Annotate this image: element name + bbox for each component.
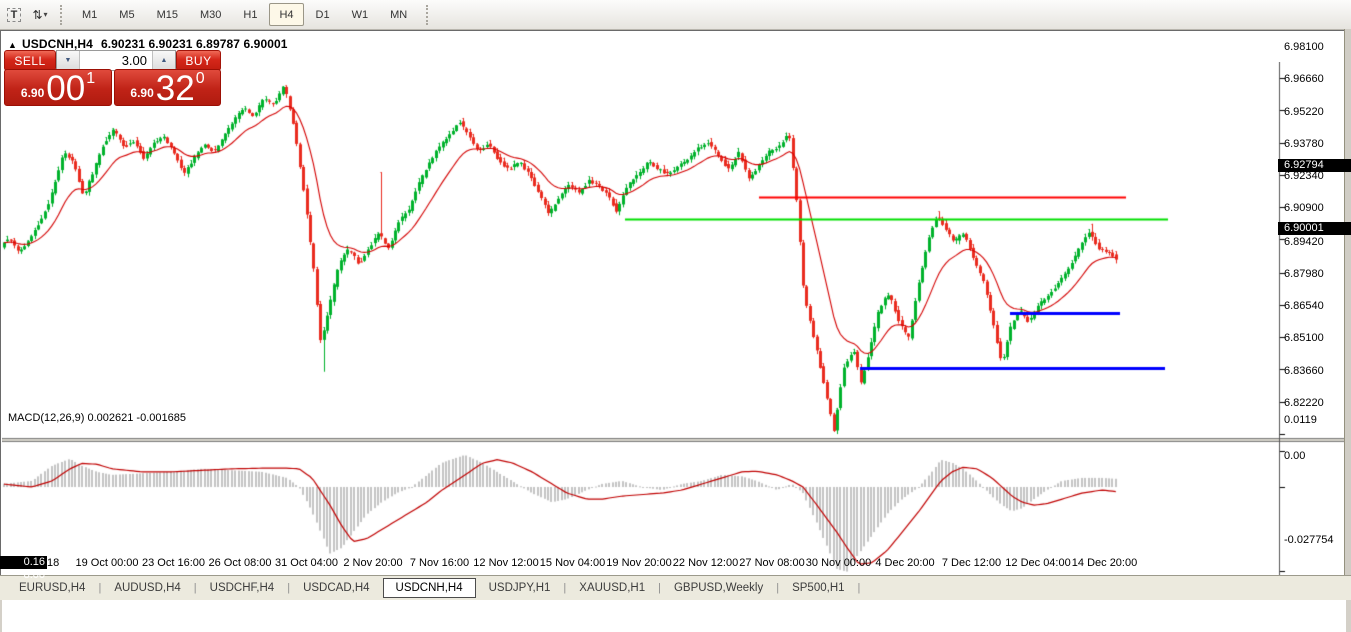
macd-indicator-label: MACD(12,26,9) 0.002621 -0.001685	[8, 412, 186, 424]
one-click-trading-panel: SELL ▼ 3.00 ▲ BUY 6.90 00 1 6.90 32 0	[4, 48, 221, 106]
time-axis-label: 26 Oct 08:00	[208, 557, 272, 569]
macd-axis-label: -0.027754	[1284, 534, 1334, 547]
time-axis-label: 27 Nov 08:00	[739, 557, 805, 569]
tab-separator: |	[98, 582, 102, 594]
tab-separator: |	[287, 582, 291, 594]
price-axis-label: 6.98100	[1284, 41, 1324, 53]
time-axis-label: 31 Oct 04:00	[275, 557, 338, 569]
price-axis-label: 6.83660	[1284, 364, 1324, 377]
timeframe-button-M15[interactable]: M15	[156, 8, 178, 21]
toolbar-grip	[60, 4, 65, 25]
sell-price-big-digits: 00	[46, 69, 86, 108]
sell-button[interactable]: SELL	[4, 50, 56, 71]
timeframe-button-D1[interactable]: D1	[315, 8, 330, 21]
time-axis-label: 14 Dec 20:00	[1071, 557, 1138, 569]
chevron-down-icon: ▾	[43, 10, 48, 19]
tab-separator: |	[658, 582, 661, 594]
chart-tab-bar: EURUSD,H4 | AUDUSD,H4 | USDCHF,H4 | USDCAD,H4 U…	[0, 575, 1351, 600]
price-axis-label: 6.85100	[1284, 332, 1324, 345]
chart-ohlc: 6.90231 6.90231 6.89787 6.90001	[100, 37, 288, 51]
buy-price-prefix: 6.90	[130, 86, 154, 100]
text-tool-icon: T	[6, 7, 22, 22]
price-axis-label: 6.82220	[1284, 397, 1324, 410]
buy-price-big-digits: 32	[155, 69, 195, 108]
price-marker-badge: 6.90001	[1278, 222, 1351, 236]
tab-XAUUSD-H1[interactable]: XAUUSD,H1	[579, 582, 646, 594]
chart-window	[0, 30, 1346, 632]
top-toolbar: T ⇅ ▾ M1 M5 M15 M30 H1 H4 D1 W1 MN	[0, 0, 1351, 30]
time-axis-label: 30 Nov 00:00	[805, 557, 872, 569]
tab-separator: |	[776, 582, 780, 594]
timeframe-button-MN[interactable]: MN	[390, 8, 408, 21]
tab-separator: |	[563, 582, 567, 594]
timeframe-button-H1[interactable]: H1	[243, 8, 258, 21]
macd-axis-label: 0.00	[1284, 450, 1306, 462]
price-axis-label: 6.86540	[1284, 300, 1324, 313]
time-axis-label: 4 Dec 20:00	[875, 557, 935, 569]
time-axis-label: 2 Nov 20:00	[343, 557, 403, 569]
time-axis-label: 19 Oct 00:00	[75, 557, 139, 569]
price-axis-label: 6.87980	[1284, 267, 1324, 280]
tab-AUDUSD-H4[interactable]: AUDUSD,H4	[114, 582, 181, 594]
price-marker-badge: 6.92794	[1278, 159, 1351, 173]
sell-price-display[interactable]: 6.90 00 1	[4, 69, 112, 106]
crosshair-text-tool-button[interactable]: T	[2, 4, 26, 26]
window-edge-strip	[1344, 29, 1351, 600]
tab-separator: |	[857, 582, 861, 594]
volume-increase-button[interactable]: ▲	[152, 51, 175, 70]
price-axis-label: 6.96660	[1284, 73, 1324, 86]
sell-price-prefix: 6.90	[20, 86, 45, 100]
buy-price-pip-digit: 0	[195, 70, 205, 87]
buy-price-display[interactable]: 6.90 32 0	[114, 69, 221, 106]
buy-button[interactable]: BUY	[176, 50, 221, 71]
timeframe-button-M30[interactable]: M30	[199, 8, 222, 21]
chart-symbol: USDCNH,H4	[22, 37, 93, 51]
volume-spinner: ▼ 3.00 ▲	[56, 50, 176, 71]
time-axis-label: 12 Nov 12:00	[473, 557, 539, 569]
chart-title: ▲ USDCNH,H4 6.90231 6.90231 6.89787 6.9000…	[8, 37, 288, 51]
triangle-icon: ▲	[8, 40, 18, 50]
time-axis-label: 7 Nov 16:00	[409, 557, 470, 569]
price-axis-label: 6.93780	[1284, 137, 1324, 150]
volume-input[interactable]: 3.00	[121, 53, 147, 68]
time-axis-label: 22 Nov 12:00	[672, 557, 739, 569]
sell-price-pip-digit: 1	[86, 70, 96, 87]
timeframe-button-H4[interactable]: H4	[269, 3, 304, 26]
timeframe-button-M5[interactable]: M5	[119, 8, 135, 21]
tab-SP500-H1[interactable]: SP500,H1	[792, 582, 845, 594]
macd-axis-label: 0.0119	[1284, 413, 1317, 426]
time-axis-marker-box: 0.16 8:00	[0, 556, 47, 581]
tab-USDCAD-H4[interactable]: USDCAD,H4	[303, 582, 370, 594]
price-axis-label: 6.89420	[1284, 235, 1324, 248]
price-chart-canvas[interactable]	[2, 62, 1346, 632]
time-axis-label: 23 Oct 16:00	[142, 557, 205, 569]
arrange-charts-button[interactable]: ⇅ ▾	[28, 4, 52, 26]
volume-decrease-button[interactable]: ▼	[57, 51, 80, 70]
price-axis-label: 6.90900	[1284, 202, 1324, 215]
time-axis-label: 12 Dec 04:00	[1005, 557, 1071, 569]
timeframe-button-W1[interactable]: W1	[351, 8, 369, 21]
arrange-icon: ⇅	[32, 7, 43, 22]
price-axis-label: 6.95220	[1284, 105, 1324, 118]
tab-GBPUSD-Weekly[interactable]: GBPUSD,Weekly	[673, 582, 764, 594]
price-axis-label: 6.92340	[1284, 170, 1324, 183]
tab-USDCNH-H4[interactable]: USDCNH,H4	[382, 578, 476, 598]
tab-USDCHF-H4[interactable]: USDCHF,H4	[209, 582, 275, 594]
tab-USDJPY-H1[interactable]: USDJPY,H1	[488, 582, 551, 594]
time-axis-marker-suffix: 18	[47, 557, 60, 569]
toolbar-grip-2	[426, 4, 431, 25]
tab-separator: |	[193, 582, 197, 594]
time-axis-label: 15 Nov 04:00	[539, 557, 606, 569]
time-axis-label: 7 Dec 12:00	[941, 557, 1002, 569]
timeframe-button-M1[interactable]: M1	[82, 8, 98, 21]
tab-EURUSD-H4[interactable]: EURUSD,H4	[19, 582, 86, 594]
time-axis-label: 19 Nov 20:00	[606, 557, 672, 569]
timeframe-toolbar: M1 M5 M15 M30 H1 H4 D1 W1 MN	[71, 3, 418, 26]
